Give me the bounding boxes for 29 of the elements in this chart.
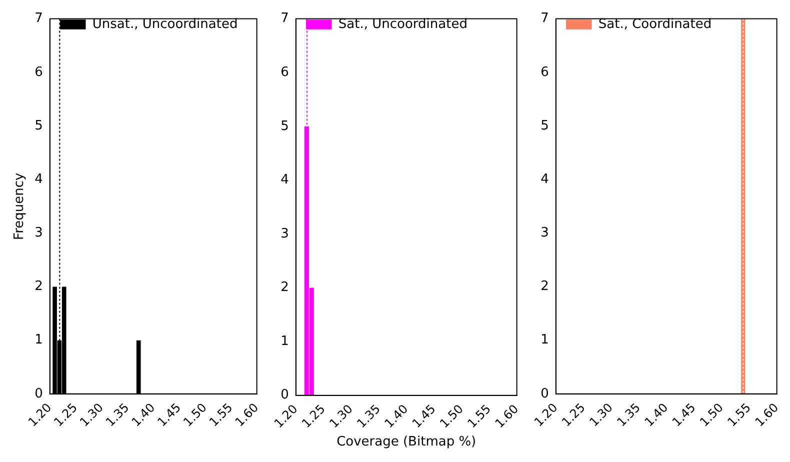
y-axis-title: Frequency	[12, 172, 28, 240]
y-tick-label: 1	[540, 332, 549, 348]
legend-label: Sat., Uncoordinated	[338, 16, 468, 32]
y-tick-label: 4	[34, 172, 43, 187]
y-tick-label: 2	[280, 280, 289, 296]
y-tick-label: 3	[540, 226, 549, 241]
legend-label: Sat., Coordinated	[598, 16, 712, 32]
y-tick-label: 1	[34, 332, 43, 348]
y-tick-label: 5	[280, 118, 289, 134]
y-tick-label: 0	[540, 386, 549, 402]
y-tick-label: 1	[280, 334, 289, 349]
y-tick-label: 4	[280, 172, 289, 188]
y-tick-label: 5	[540, 118, 549, 134]
y-tick-label: 0	[34, 386, 43, 402]
y-tick-label: 7	[280, 11, 289, 26]
y-tick-label: 6	[280, 64, 289, 80]
y-tick-label: 7	[34, 11, 43, 26]
y-tick-label: 0	[280, 388, 289, 403]
y-tick-label: 4	[540, 172, 549, 187]
y-tick-label: 3	[280, 226, 289, 242]
y-tick-label: 5	[34, 118, 43, 134]
y-tick-label: 6	[34, 64, 43, 80]
x-axis-title: Coverage (Bitmap %)	[336, 434, 476, 450]
y-tick-label: 6	[540, 64, 549, 80]
y-tick-label: 3	[34, 226, 43, 241]
y-tick-label: 2	[34, 279, 43, 294]
y-tick-label: 7	[540, 11, 549, 26]
legend-label: Unsat., Uncoordinated	[92, 16, 238, 32]
y-tick-label: 2	[540, 279, 549, 294]
